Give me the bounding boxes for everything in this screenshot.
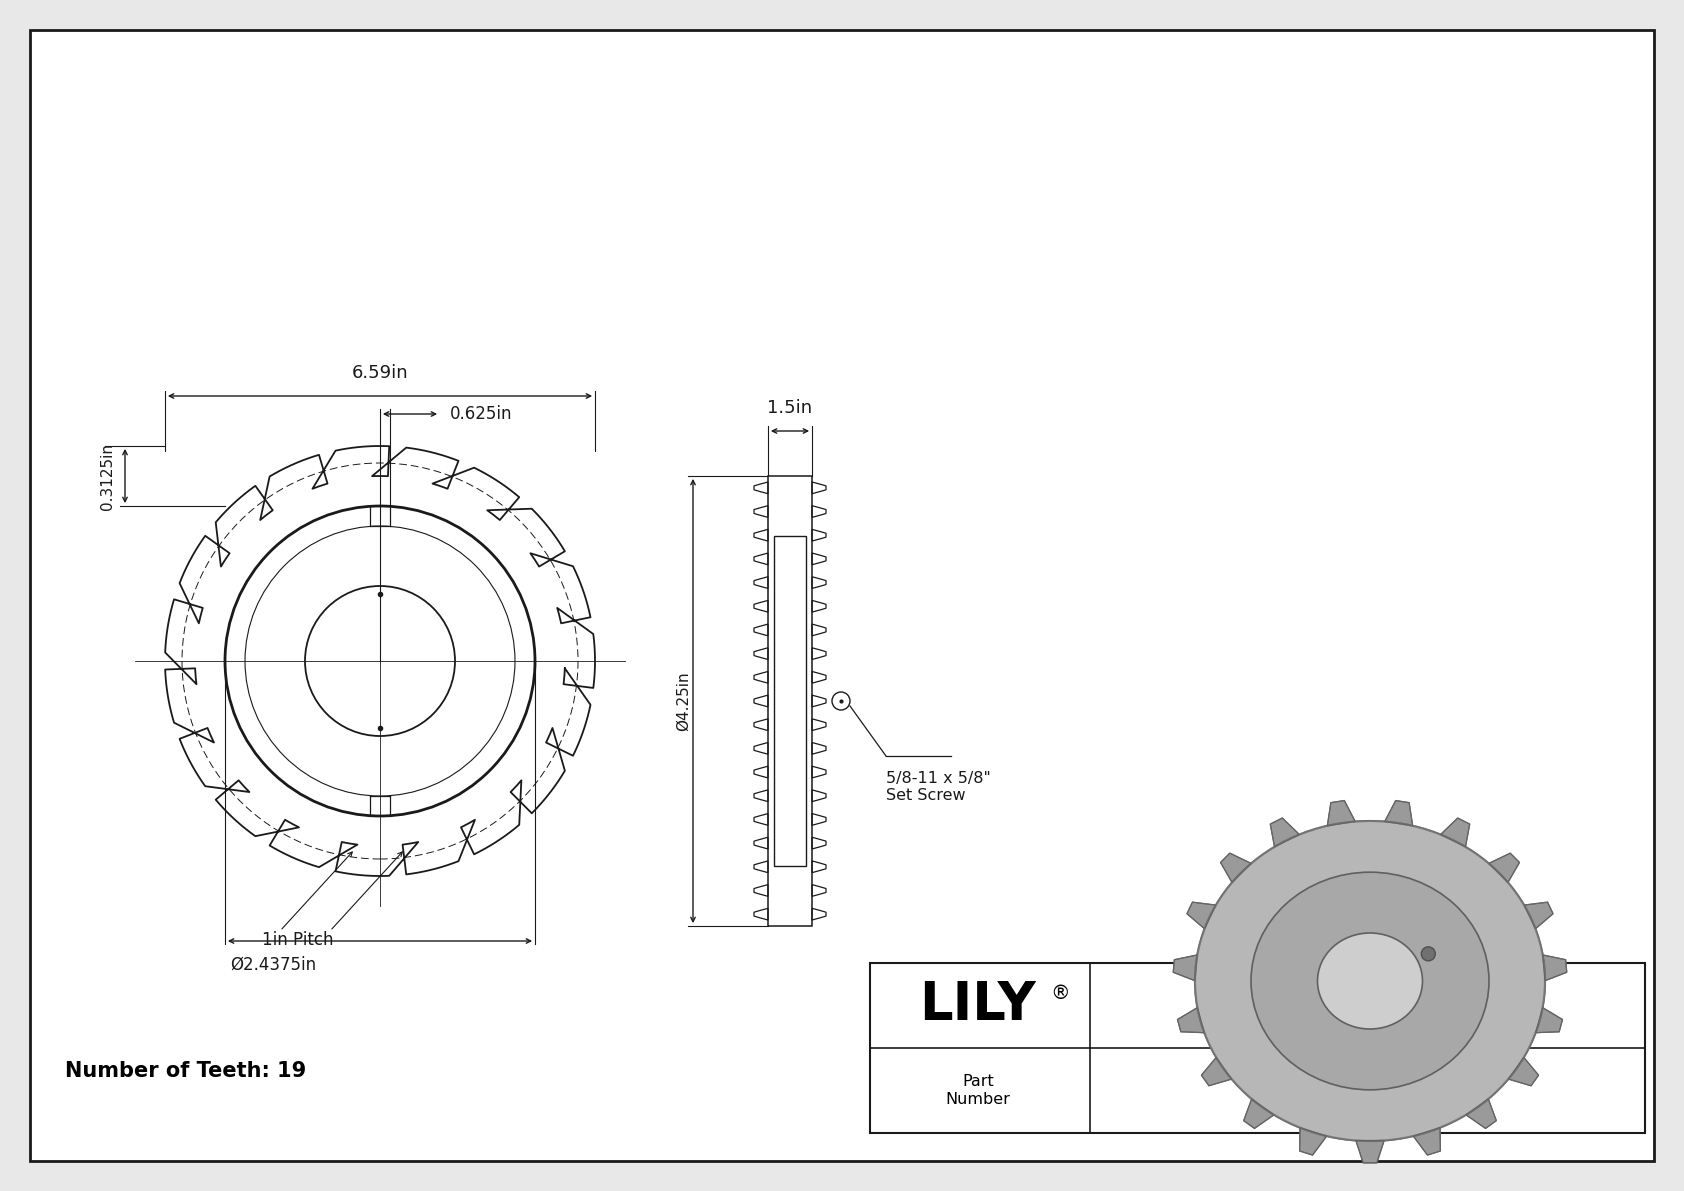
Text: ®: ® <box>1051 984 1069 1003</box>
Ellipse shape <box>1196 821 1544 1141</box>
Bar <box>871 964 1645 1133</box>
Text: CFAATICJ: CFAATICJ <box>1305 1061 1430 1085</box>
Text: Email: lilybearing@lily-bearing.com: Email: lilybearing@lily-bearing.com <box>1238 1017 1497 1031</box>
Bar <box>775 536 807 866</box>
Text: 0.3125in: 0.3125in <box>99 443 115 510</box>
Polygon shape <box>1244 1099 1275 1128</box>
Circle shape <box>1421 947 1435 961</box>
Ellipse shape <box>1196 821 1544 1141</box>
Text: Ø4.25in: Ø4.25in <box>675 672 690 731</box>
Polygon shape <box>1300 1128 1327 1155</box>
Polygon shape <box>1201 1058 1231 1086</box>
Text: 1in Pitch: 1in Pitch <box>263 931 333 949</box>
Text: Ø2.4375in: Ø2.4375in <box>231 956 317 974</box>
Polygon shape <box>1327 800 1356 825</box>
Polygon shape <box>1174 955 1197 980</box>
Polygon shape <box>1177 1008 1204 1033</box>
Text: SHANGHAI LILY BEARING LIMITED: SHANGHAI LILY BEARING LIMITED <box>1216 986 1519 1002</box>
Polygon shape <box>1413 1128 1440 1155</box>
Text: 5/8-11 x 5/8"
Set Screw: 5/8-11 x 5/8" Set Screw <box>886 771 990 804</box>
Text: LILY: LILY <box>919 979 1036 1031</box>
Polygon shape <box>1467 1099 1497 1128</box>
Text: Number of Teeth: 19: Number of Teeth: 19 <box>66 1061 306 1081</box>
Polygon shape <box>1356 1141 1384 1162</box>
Polygon shape <box>1221 853 1251 883</box>
Bar <box>768 476 812 925</box>
Ellipse shape <box>1317 933 1423 1029</box>
Polygon shape <box>1270 818 1300 847</box>
Polygon shape <box>1509 1058 1539 1086</box>
Text: 0.625in: 0.625in <box>450 405 512 423</box>
Polygon shape <box>1524 902 1553 929</box>
Polygon shape <box>1543 955 1566 980</box>
Ellipse shape <box>1251 872 1489 1090</box>
Polygon shape <box>1536 1008 1563 1033</box>
Text: 6.59in: 6.59in <box>352 364 408 382</box>
Text: 1.5in: 1.5in <box>768 399 813 417</box>
Polygon shape <box>1489 853 1519 883</box>
Polygon shape <box>1384 800 1413 825</box>
Ellipse shape <box>1317 933 1423 1029</box>
Text: Sprockets: Sprockets <box>1327 1100 1408 1118</box>
Polygon shape <box>1440 818 1470 847</box>
Ellipse shape <box>1251 872 1489 1090</box>
Polygon shape <box>1187 902 1216 929</box>
Text: Part
Number: Part Number <box>945 1074 1010 1106</box>
